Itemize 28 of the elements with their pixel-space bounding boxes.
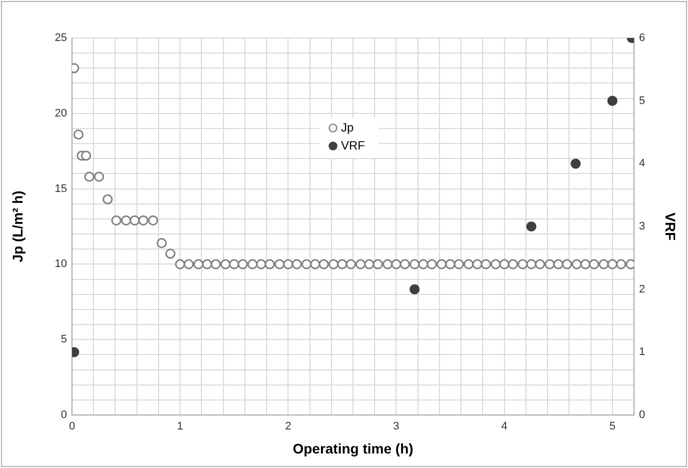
y-tick-label: 25: [54, 32, 67, 44]
x-tick-label: 1: [177, 420, 184, 433]
y2-tick-label: 2: [639, 283, 646, 296]
y-tick-label: 0: [60, 409, 67, 422]
y-tick-label: 10: [54, 258, 67, 270]
y-axis-title: Jp (L/m² h): [9, 190, 26, 262]
x-tick-label: 0: [68, 420, 76, 433]
y-tick-label: 5: [60, 334, 67, 346]
point: [607, 96, 618, 106]
legend-label: Jp: [341, 120, 354, 134]
legend-label: VRF: [341, 138, 365, 152]
x-axis-title: Operating time (h): [292, 440, 414, 456]
x-tick-label: 2: [285, 420, 292, 433]
y2-tick-label: 6: [639, 32, 646, 44]
y2-tick-label: 4: [639, 158, 646, 170]
x-tick-label: 3: [393, 420, 400, 433]
y2-tick-label: 0: [639, 409, 646, 422]
y-tick-label: 15: [54, 182, 67, 195]
y2-tick-label: 5: [639, 94, 646, 107]
x-tick-label: 4: [501, 420, 508, 433]
y2-tick-label: 1: [639, 346, 646, 358]
y2-axis-title: VRF: [662, 212, 679, 241]
point: [526, 221, 536, 232]
x-tick-label: 5: [609, 420, 616, 433]
y-tick-label: 20: [54, 107, 67, 120]
point: [410, 284, 420, 294]
point: [570, 158, 581, 169]
y2-tick-label: 3: [639, 220, 646, 233]
